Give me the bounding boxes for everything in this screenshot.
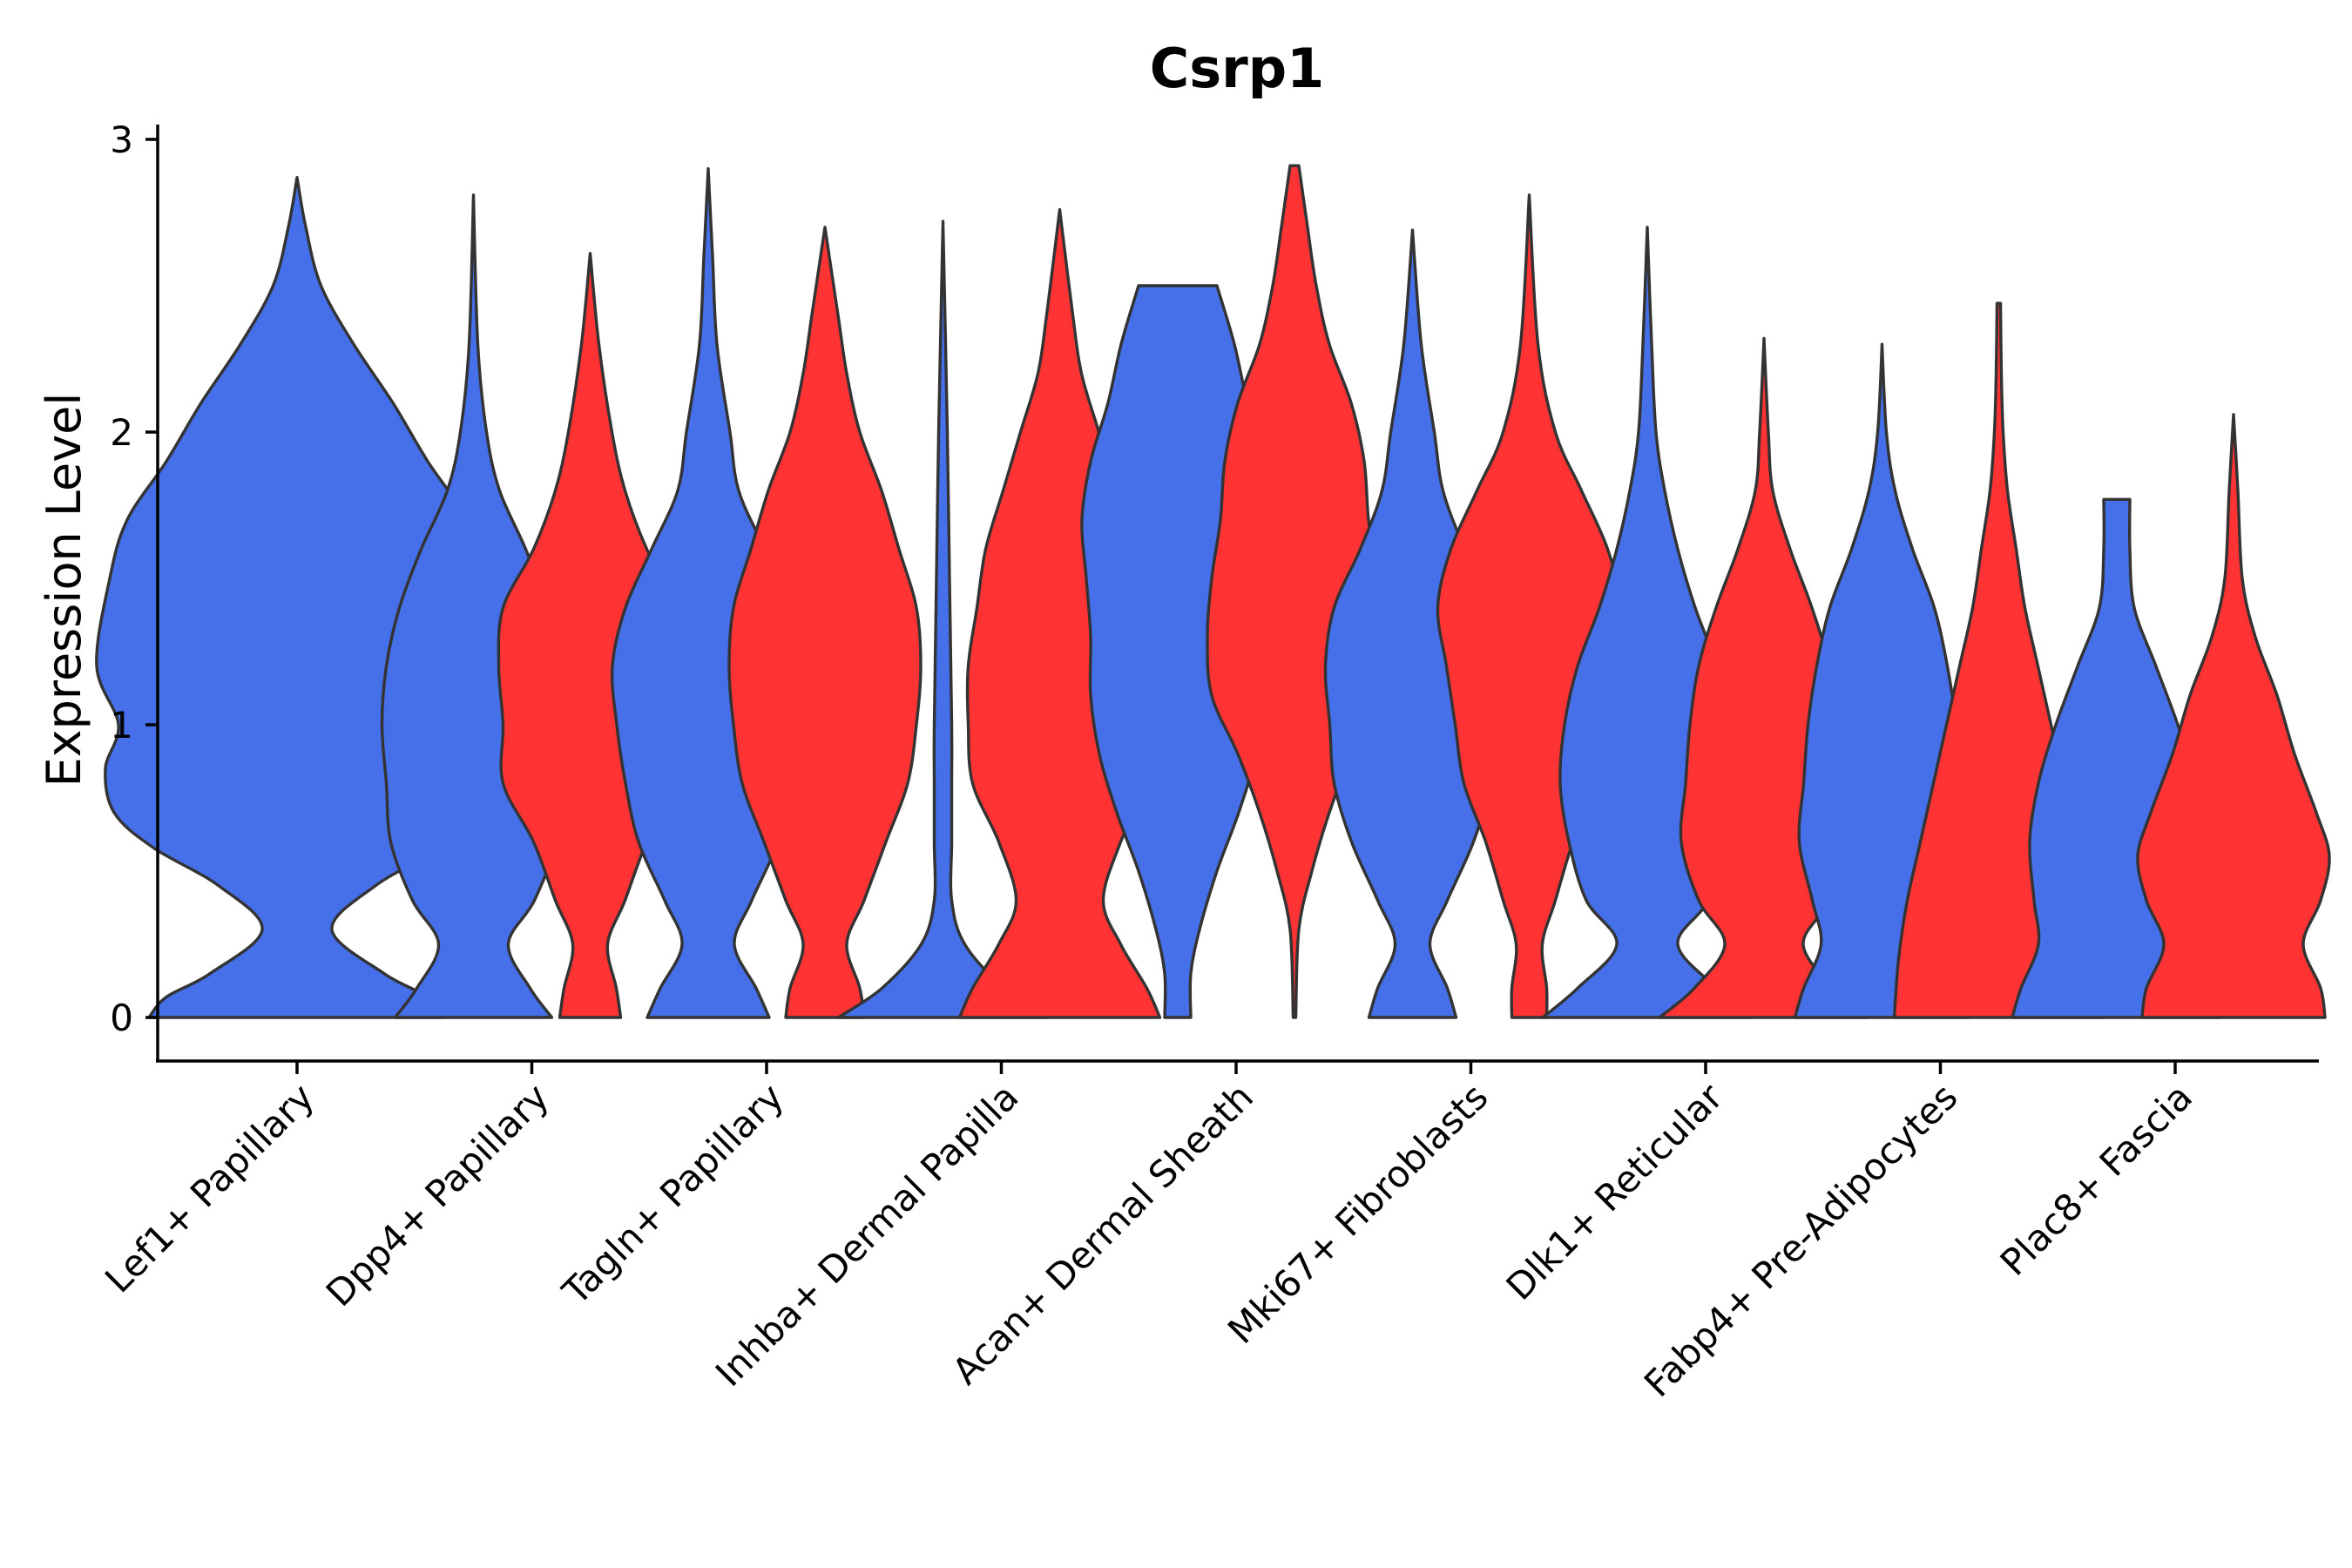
x-tick-label: Plac8+ Fascia	[1992, 1075, 2200, 1283]
violins-group	[95, 164, 2331, 1019]
x-tick-label: Dlk1+ Reticular	[1498, 1075, 1732, 1308]
x-tick-label: Mki67+ Fibroblasts	[1220, 1075, 1496, 1351]
x-tick-label: Dpp4+ Papillary	[318, 1075, 558, 1315]
y-axis-ticks: 0 1 2 3	[110, 118, 158, 1039]
violin-tagln-papillary-red	[727, 226, 923, 1019]
y-tick-label: 1	[110, 704, 133, 747]
chart-title: Csrp1	[1150, 37, 1325, 100]
violin-plac8-fascia-red	[2136, 413, 2331, 1019]
x-tick-label: Lef1+ Papillary	[97, 1075, 322, 1301]
y-axis-label: Expression Level	[37, 393, 91, 787]
violin-inhba-dermal-papilla-blue	[836, 220, 1050, 1019]
y-tick-label: 3	[110, 118, 133, 161]
y-tick-label: 2	[110, 411, 133, 454]
y-tick-label: 0	[110, 997, 133, 1039]
x-tick-label: Tagln+ Papillary	[554, 1075, 792, 1313]
